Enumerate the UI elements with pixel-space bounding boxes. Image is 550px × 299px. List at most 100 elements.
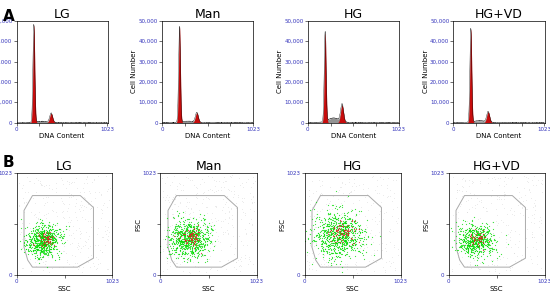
Point	[173, 261, 182, 266]
Point	[211, 242, 219, 247]
Point	[340, 228, 349, 232]
Point	[466, 232, 475, 237]
Point	[304, 235, 313, 240]
Point	[162, 195, 170, 200]
Point	[45, 243, 53, 248]
Point	[191, 202, 200, 207]
Point	[16, 231, 25, 236]
Point	[336, 241, 345, 245]
Point	[476, 238, 485, 243]
Point	[197, 248, 206, 253]
Point	[459, 239, 468, 244]
Point	[192, 231, 201, 236]
Point	[218, 205, 227, 210]
Point	[470, 242, 478, 246]
Point	[49, 231, 58, 236]
Point	[195, 239, 204, 244]
Point	[62, 178, 71, 183]
Point	[506, 237, 515, 242]
Point	[174, 211, 183, 216]
Point	[508, 175, 516, 179]
Point	[194, 238, 202, 242]
Point	[340, 235, 349, 239]
Point	[486, 245, 495, 250]
Point	[470, 233, 479, 238]
Point	[58, 236, 67, 240]
Point	[178, 239, 186, 243]
Point	[456, 231, 465, 236]
Point	[190, 225, 199, 229]
Point	[325, 246, 334, 251]
Point	[333, 232, 342, 237]
Point	[326, 226, 334, 231]
Point	[36, 245, 45, 250]
Point	[184, 237, 192, 242]
Point	[464, 247, 473, 252]
Point	[465, 242, 474, 247]
Point	[478, 234, 487, 239]
Point	[334, 227, 343, 232]
Point	[41, 244, 50, 248]
Point	[221, 200, 230, 205]
Point	[201, 246, 210, 251]
Point	[161, 237, 169, 241]
Point	[342, 231, 350, 236]
Point	[463, 238, 472, 243]
Point	[344, 224, 353, 228]
Point	[341, 229, 350, 234]
Point	[443, 239, 452, 244]
Point	[488, 220, 497, 225]
Point	[182, 240, 190, 245]
Point	[210, 178, 218, 183]
Point	[73, 186, 82, 191]
Point	[326, 233, 334, 238]
Point	[326, 241, 335, 245]
Point	[525, 254, 534, 259]
Point	[182, 243, 190, 248]
Point	[467, 219, 476, 223]
Point	[25, 233, 34, 238]
Point	[183, 233, 192, 238]
Point	[49, 238, 58, 242]
Point	[229, 258, 238, 263]
Point	[67, 192, 75, 197]
Point	[471, 240, 480, 245]
Point	[172, 245, 181, 250]
Point	[181, 230, 190, 235]
Point	[337, 227, 345, 232]
Point	[180, 251, 189, 256]
Point	[35, 233, 43, 238]
Point	[172, 255, 180, 260]
Point	[34, 239, 42, 244]
Point	[465, 183, 474, 188]
Point	[474, 238, 482, 242]
Point	[473, 236, 482, 241]
Point	[341, 242, 350, 247]
Point	[181, 237, 190, 242]
Point	[320, 236, 328, 241]
Point	[537, 232, 546, 237]
Point	[187, 237, 196, 242]
Point	[195, 241, 204, 246]
Point	[161, 211, 169, 216]
Point	[339, 248, 348, 253]
Point	[45, 234, 54, 239]
Point	[460, 237, 469, 242]
Point	[31, 250, 40, 255]
Point	[337, 232, 345, 237]
Point	[193, 224, 202, 229]
Point	[458, 194, 466, 199]
Point	[47, 232, 56, 237]
Point	[39, 242, 47, 247]
Point	[37, 239, 46, 243]
Point	[186, 239, 195, 244]
Point	[39, 249, 47, 254]
Point	[195, 211, 204, 216]
Point	[488, 245, 497, 250]
Point	[183, 224, 192, 229]
Point	[172, 248, 181, 252]
Point	[480, 236, 489, 241]
Point	[337, 223, 346, 228]
Point	[338, 211, 346, 216]
Point	[191, 233, 200, 238]
